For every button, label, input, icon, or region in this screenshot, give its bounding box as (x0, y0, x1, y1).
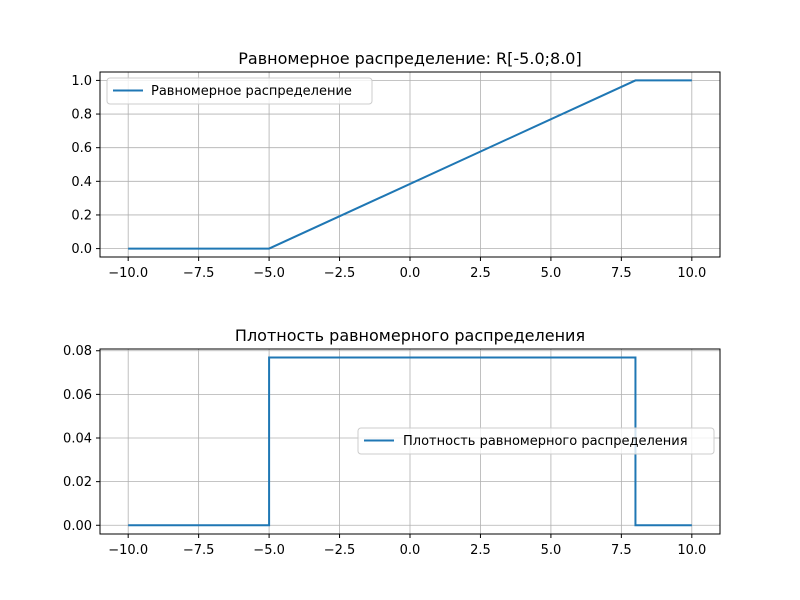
x-tick-label: −2.5 (324, 543, 356, 558)
legend: Плотность равномерного распределения (357, 427, 715, 455)
chart-title: Плотность равномерного распределения (235, 326, 585, 345)
series-line (128, 79, 692, 250)
y-tick-label: 0.8 (71, 108, 92, 123)
legend: Равномерное распределение (106, 77, 373, 105)
x-tick-label: 7.5 (611, 266, 632, 281)
x-tick-label: −10.0 (108, 266, 148, 281)
y-tick-label: 0.2 (71, 208, 92, 223)
legend-box (106, 77, 373, 105)
x-tick-label: 5.0 (541, 543, 562, 558)
legend-label: Равномерное распределение (151, 84, 352, 99)
chart-title: Равномерное распределение: R[-5.0;8.0] (238, 49, 581, 68)
y-tick-label: 1.0 (71, 74, 92, 89)
y-tick-label: 0.4 (71, 175, 92, 190)
x-tick-label: 0.0 (400, 266, 421, 281)
x-tick-label: −7.5 (183, 543, 215, 558)
x-tick-label: −5.0 (253, 266, 285, 281)
x-tick-label: 10.0 (677, 266, 706, 281)
x-tick-label: 2.5 (470, 266, 491, 281)
x-tick-label: −5.0 (253, 543, 285, 558)
y-tick-label: 0.02 (63, 475, 92, 490)
x-tick-label: −7.5 (183, 266, 215, 281)
y-tick-label: 0.6 (71, 141, 92, 156)
x-tick-label: 2.5 (470, 543, 491, 558)
x-tick-label: 10.0 (677, 543, 706, 558)
y-tick-label: 0.08 (63, 344, 92, 359)
cdf-chart: Равномерное распределение: R[-5.0;8.0] −… (71, 49, 721, 281)
y-tick-label: 0.00 (63, 519, 92, 534)
y-tick-label: 0.0 (71, 242, 92, 257)
x-tick-label: 5.0 (541, 266, 562, 281)
pdf-chart: Плотность равномерного распределения −10… (63, 326, 721, 558)
y-tick-label: 0.04 (63, 432, 92, 447)
legend-label: Плотность равномерного распределения (403, 434, 688, 449)
x-tick-label: −10.0 (108, 543, 148, 558)
x-tick-label: 0.0 (400, 543, 421, 558)
series-line (128, 356, 692, 527)
legend-box (357, 427, 715, 455)
x-tick-label: 7.5 (611, 543, 632, 558)
x-tick-label: −2.5 (324, 266, 356, 281)
y-tick-label: 0.06 (63, 388, 92, 403)
